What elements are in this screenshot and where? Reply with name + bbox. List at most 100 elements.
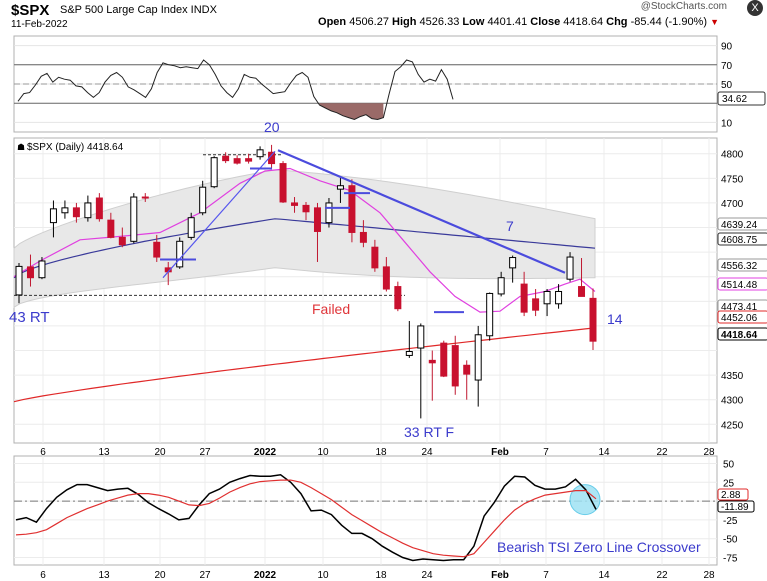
tsi-panel-frame	[13, 455, 718, 566]
price-candle	[532, 289, 540, 317]
price-candle	[245, 153, 253, 164]
candle-body	[233, 158, 241, 164]
candle-body	[589, 297, 597, 342]
price-candle	[302, 201, 310, 221]
tsi-highlight-circle	[569, 484, 601, 516]
price-x-tick-label: Feb	[491, 447, 509, 458]
candle-body	[428, 359, 436, 364]
candle-body	[153, 241, 161, 258]
candle-body	[509, 257, 517, 269]
chart-header: $SPX S&P 500 Large Cap Index INDX 11-Feb…	[0, 0, 767, 34]
price-tick-label: 4250	[721, 420, 744, 431]
price-candle	[141, 193, 149, 202]
bollinger-band	[13, 169, 596, 309]
price-candle	[313, 202, 321, 262]
tsi-x-tick-label: 27	[199, 570, 211, 581]
ohlc-summary: Open 4506.27 High 4526.33 Low 4401.41 Cl…	[318, 16, 719, 28]
price-tag-label: 4418.64	[721, 330, 758, 341]
tsi-x-tick-label: 14	[598, 570, 610, 581]
price-x-tick-label: 6	[40, 447, 46, 458]
low-label: Low	[462, 16, 485, 28]
price-candle	[130, 193, 138, 244]
sma50-line	[13, 218, 596, 279]
price-tick-label: 4300	[721, 396, 744, 407]
close-label: Close	[530, 16, 561, 28]
candle-body	[486, 292, 494, 337]
tsi-x-tick-label: Feb	[491, 570, 509, 581]
rsi-value-tag	[717, 91, 766, 106]
candle-body	[279, 163, 287, 203]
price-candle	[256, 146, 264, 160]
candle-body	[394, 286, 402, 310]
tsi-value-tag-2	[717, 500, 755, 513]
price-x-tick-label: 24	[421, 447, 433, 458]
rsi-tick-label: 10	[721, 118, 733, 129]
sma200-line	[13, 327, 596, 403]
candle-body	[245, 158, 253, 162]
price-candle	[463, 360, 471, 400]
price-candle	[451, 335, 459, 395]
rsi-tick-label: 90	[721, 42, 733, 53]
price-candle	[210, 156, 218, 189]
price-tag-label: 4452.06	[721, 313, 758, 324]
tsi-tick-label: -75	[723, 553, 738, 564]
price-candle	[520, 271, 528, 317]
price-candle	[118, 227, 126, 248]
candle-body	[417, 325, 425, 349]
open-label: Open	[318, 16, 347, 28]
tsi-signal-line	[15, 479, 597, 558]
rsi-line	[17, 59, 454, 121]
candle-body	[130, 196, 138, 242]
candle-body	[118, 236, 126, 246]
tsi-tick-label: -25	[723, 516, 738, 527]
price-panel-title: $SPX (Daily) 4418.64	[27, 142, 124, 153]
price-candle	[405, 321, 413, 358]
price-candle	[84, 195, 92, 222]
candle-body	[187, 217, 195, 238]
candle-body	[72, 207, 80, 218]
candle-body	[566, 256, 574, 280]
price-tick-label: 4800	[721, 150, 744, 161]
price-candle	[176, 237, 184, 269]
close-button[interactable]: X	[747, 0, 763, 16]
price-tag	[717, 258, 767, 272]
candle-body	[15, 265, 23, 296]
tsi-x-tick-label: 10	[317, 570, 329, 581]
candle-body	[222, 155, 230, 162]
candle-body	[474, 334, 482, 381]
price-candle	[325, 198, 333, 228]
open-value: 4506.27	[349, 16, 389, 28]
downtrend-line	[277, 149, 566, 274]
candle-body	[578, 286, 586, 297]
price-candle	[26, 254, 34, 287]
tsi-value-tag-1	[717, 488, 749, 501]
price-candle	[486, 292, 494, 341]
candle-body	[359, 231, 367, 243]
price-tag-label: 4514.48	[721, 280, 758, 291]
candle-body	[451, 345, 459, 387]
symbol-description: S&P 500 Large Cap Index INDX	[60, 4, 217, 16]
price-tag-label: 4556.32	[721, 261, 758, 272]
price-tag	[717, 217, 767, 231]
candle-body	[210, 157, 218, 188]
candle-body	[302, 204, 310, 213]
price-candle	[382, 257, 390, 292]
price-x-tick-label: 2022	[254, 447, 277, 458]
price-x-tick-label: 28	[703, 447, 715, 458]
candle-body	[141, 196, 149, 199]
price-candle	[49, 200, 57, 238]
brand-label: @StockCharts.com	[640, 1, 727, 12]
price-candle	[371, 239, 379, 272]
candle-body	[199, 186, 207, 214]
chart-date: 11-Feb-2022	[11, 19, 68, 30]
candle-body	[291, 202, 299, 206]
tsi-tick-label: -50	[723, 535, 738, 546]
uptrend-line	[162, 150, 276, 279]
candle-body	[463, 364, 471, 375]
annotation-20: 20	[264, 119, 280, 135]
low-value: 4401.41	[487, 16, 528, 28]
candle-body	[95, 197, 103, 220]
down-arrow-icon: ▼	[710, 17, 719, 27]
price-tag	[717, 327, 767, 341]
tsi-x-tick-label: 28	[703, 570, 715, 581]
